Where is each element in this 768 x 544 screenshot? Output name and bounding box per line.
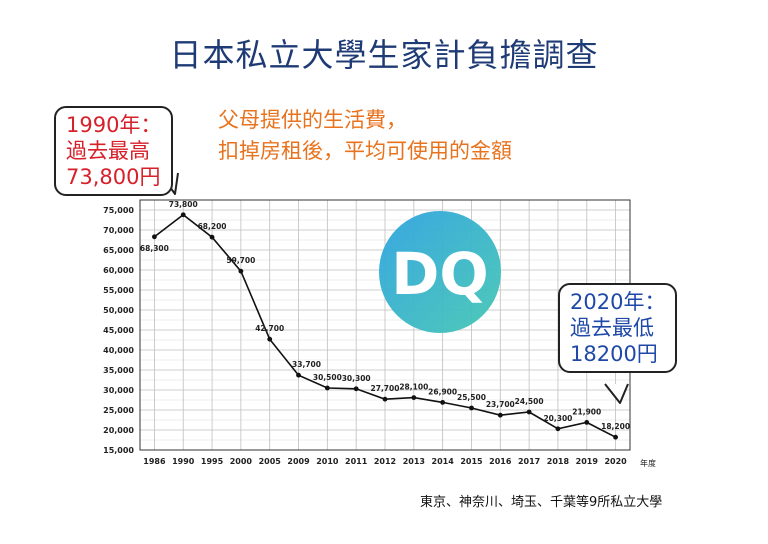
y-tick-label: 75,000 [103, 206, 134, 215]
data-point [152, 234, 157, 240]
x-tick-label: 2014 [432, 457, 455, 466]
data-label: 59,700 [226, 256, 255, 265]
callout-high-line-1: 1990年： [66, 113, 162, 137]
y-tick-label: 55,000 [103, 286, 134, 295]
data-label: 24,500 [515, 397, 544, 406]
y-tick-label: 60,000 [103, 266, 134, 275]
x-tick-label: 2009 [287, 457, 310, 466]
callout-high-line-2: 過去最高 [66, 139, 150, 163]
data-point [526, 409, 532, 415]
callout-low-pointer [604, 383, 629, 404]
subtitle-line-2: 扣掉房租後，平均可使用的金額 [218, 139, 512, 163]
x-tick-label: 2000 [230, 457, 253, 466]
data-point [584, 420, 590, 425]
data-point [238, 268, 244, 274]
data-label: 27,700 [371, 384, 400, 393]
y-tick-label: 20,000 [103, 426, 134, 435]
y-tick-label: 50,000 [103, 306, 134, 315]
dq-logo-text: DQ [391, 240, 488, 308]
data-label: 68,300 [140, 244, 169, 253]
callout-low-line-3: 18200円 [570, 342, 658, 366]
y-tick-label: 65,000 [103, 246, 134, 255]
x-tick-label: 2016 [489, 457, 512, 466]
x-tick-label: 2017 [518, 457, 540, 466]
y-tick-label: 15,000 [103, 446, 134, 455]
data-point [440, 400, 446, 405]
callout-highest: 1990年： 過去最高 73,800円 [54, 106, 174, 196]
callout-high-line-3: 73,800円 [66, 165, 161, 189]
data-point [296, 372, 301, 378]
data-label: 30,500 [313, 373, 342, 382]
data-label: 26,900 [428, 387, 457, 396]
x-tick-label: 2010 [316, 457, 339, 466]
dq-logo-circle [379, 211, 501, 333]
y-tick-label: 40,000 [103, 346, 134, 355]
data-label: 21,900 [572, 407, 601, 416]
data-label: 25,500 [457, 393, 486, 402]
callout-lowest: 2020年： 過去最低 18200円 [558, 283, 678, 373]
x-tick-label: 1990 [172, 457, 195, 466]
data-label: 28,100 [399, 383, 428, 392]
data-label: 30,300 [342, 374, 371, 383]
data-point [613, 434, 618, 440]
x-tick-label: 1986 [143, 457, 166, 466]
x-tick-label: 2018 [547, 457, 570, 466]
data-label: 18,200 [601, 422, 630, 431]
chart-subtitle: 父母提供的生活費， 扣掉房租後，平均可使用的金額 [218, 105, 512, 167]
x-tick-label: 2013 [403, 457, 425, 466]
data-label: 73,800 [169, 200, 198, 209]
data-label: 33,700 [292, 360, 321, 369]
x-axis-label: 年度 [640, 458, 656, 468]
x-tick-label: 2020 [604, 457, 627, 466]
data-labels: 68,300 73,800 68,200 59,700 42,700 33,700 30,5… [140, 200, 630, 431]
data-point [411, 395, 417, 400]
data-label: 42,700 [255, 324, 284, 333]
x-tick-label: 1995 [201, 457, 224, 466]
page-title: 日本私立大學生家計負擔調查 [169, 36, 599, 74]
source-note: 東京、神奈川、埼玉、千葉等9所私立大學 [420, 495, 663, 510]
y-tick-label: 45,000 [103, 326, 134, 335]
subtitle-line-1: 父母提供的生活費， [218, 108, 407, 132]
data-point [497, 412, 503, 418]
y-tick-label: 35,000 [103, 366, 134, 375]
x-tick-label: 2012 [374, 457, 396, 466]
y-tick-label: 30,000 [103, 386, 134, 395]
data-point [382, 396, 388, 402]
x-tick-label: 2005 [259, 457, 282, 466]
data-label: 23,700 [486, 400, 515, 409]
data-label: 20,300 [543, 414, 572, 423]
data-point [267, 336, 273, 342]
y-axis-ticks: 15,000 20,000 25,000 30,000 35,000 40,000 45,0… [103, 206, 134, 455]
data-point [555, 426, 561, 432]
x-tick-label: 2015 [460, 457, 483, 466]
callout-low-line-1: 2020年： [570, 290, 666, 314]
data-label: 68,200 [198, 222, 227, 231]
data-point [324, 385, 330, 391]
callout-low-line-2: 過去最低 [570, 316, 654, 340]
data-point [180, 212, 186, 218]
x-tick-label: 2019 [576, 457, 599, 466]
x-tick-label: 2011 [345, 457, 368, 466]
data-point [209, 234, 215, 240]
data-point [469, 405, 474, 411]
data-points [152, 212, 618, 440]
x-axis-ticks: 1986 1990 1995 2000 2005 2009 2010 2011 2012 2013… [143, 457, 627, 466]
data-point [353, 386, 359, 392]
y-tick-label: 70,000 [103, 226, 134, 235]
y-tick-label: 25,000 [103, 406, 134, 415]
